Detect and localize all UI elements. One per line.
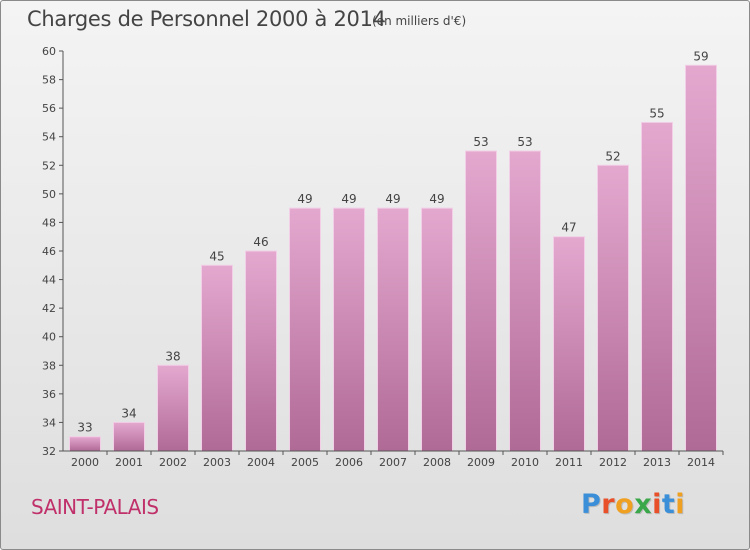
y-tick-label: 56 bbox=[42, 102, 56, 115]
y-tick-label: 46 bbox=[42, 245, 56, 258]
bar-2010 bbox=[509, 150, 541, 452]
bar-value-label: 47 bbox=[561, 221, 576, 235]
bar-value-label: 45 bbox=[209, 249, 224, 263]
bar-2003 bbox=[201, 264, 233, 452]
bar-value-label: 53 bbox=[517, 135, 532, 149]
y-tick-label: 36 bbox=[42, 388, 56, 401]
bar-2014 bbox=[685, 64, 717, 452]
bar-value-label: 49 bbox=[385, 192, 400, 206]
x-tick-label: 2014 bbox=[687, 456, 715, 469]
proxiti-logo: Proxiti bbox=[581, 489, 685, 520]
y-tick-label: 42 bbox=[42, 302, 56, 315]
logo-letter: i bbox=[652, 489, 662, 520]
logo-letter: x bbox=[634, 489, 653, 520]
logo-letter: r bbox=[601, 489, 616, 520]
x-tick-label: 2007 bbox=[379, 456, 407, 469]
logo-letter: i bbox=[675, 489, 686, 520]
y-tick-label: 52 bbox=[42, 159, 56, 172]
x-tick-label: 2004 bbox=[247, 456, 275, 469]
x-tick-label: 2009 bbox=[467, 456, 495, 469]
x-tick-label: 2003 bbox=[203, 456, 231, 469]
y-tick-label: 48 bbox=[42, 216, 56, 229]
bar-2008 bbox=[421, 207, 453, 452]
x-tick-label: 2011 bbox=[555, 456, 583, 469]
x-tick-label: 2000 bbox=[71, 456, 99, 469]
bars-group: 33 34 38 45 46 49 49 49 49 53 53 47 52 55 59 bbox=[69, 49, 717, 452]
logo-letter: t bbox=[661, 489, 676, 520]
y-tick-label: 44 bbox=[42, 274, 56, 287]
bar-2006 bbox=[333, 207, 365, 452]
x-tick-label: 2001 bbox=[115, 456, 143, 469]
bar-value-label: 38 bbox=[165, 349, 180, 363]
y-tick-label: 40 bbox=[42, 331, 56, 344]
y-tick-label: 54 bbox=[42, 131, 56, 144]
y-tick-label: 58 bbox=[42, 74, 56, 87]
bar-value-label: 55 bbox=[649, 106, 664, 120]
bar-value-label: 33 bbox=[77, 421, 92, 435]
y-tick-label: 32 bbox=[42, 445, 56, 458]
bar-value-label: 49 bbox=[429, 192, 444, 206]
bar-value-label: 52 bbox=[605, 149, 620, 163]
bar-2001 bbox=[113, 421, 145, 452]
bar-value-label: 49 bbox=[341, 192, 356, 206]
chart-title: Charges de Personnel 2000 à 2014 bbox=[27, 7, 386, 31]
axes-group: 2000 2001 2002 2003 2004 2005 2006 2007 2008 2009… bbox=[42, 45, 724, 469]
chart-unit: (en milliers d'€) bbox=[372, 14, 467, 28]
bar-value-label: 34 bbox=[121, 406, 136, 420]
x-tick-label: 2008 bbox=[423, 456, 451, 469]
bar-2005 bbox=[289, 207, 321, 452]
place-name: SAINT-PALAIS bbox=[31, 495, 159, 519]
x-tick-label: 2005 bbox=[291, 456, 319, 469]
bar-2013 bbox=[641, 121, 673, 452]
x-tick-label: 2012 bbox=[599, 456, 627, 469]
bar-2011 bbox=[553, 236, 585, 452]
bar-2009 bbox=[465, 150, 497, 452]
bar-2002 bbox=[157, 364, 189, 452]
x-tick-label: 2013 bbox=[643, 456, 671, 469]
y-tick-label: 34 bbox=[42, 416, 56, 429]
y-tick-label: 38 bbox=[42, 359, 56, 372]
x-tick-label: 2010 bbox=[511, 456, 539, 469]
x-tick-label: 2006 bbox=[335, 456, 363, 469]
bar-value-label: 46 bbox=[253, 235, 268, 249]
bar-2007 bbox=[377, 207, 409, 452]
x-tick-label: 2002 bbox=[159, 456, 187, 469]
bar-value-label: 53 bbox=[473, 135, 488, 149]
bar-2004 bbox=[245, 250, 277, 452]
bar-2012 bbox=[597, 164, 629, 452]
logo-letter: o bbox=[615, 489, 635, 520]
bar-value-label: 49 bbox=[297, 192, 312, 206]
bar-value-label: 59 bbox=[693, 49, 708, 63]
y-tick-label: 60 bbox=[42, 45, 56, 58]
logo-letter: P bbox=[581, 489, 602, 520]
y-tick-label: 50 bbox=[42, 188, 56, 201]
bar-2000 bbox=[69, 436, 101, 452]
